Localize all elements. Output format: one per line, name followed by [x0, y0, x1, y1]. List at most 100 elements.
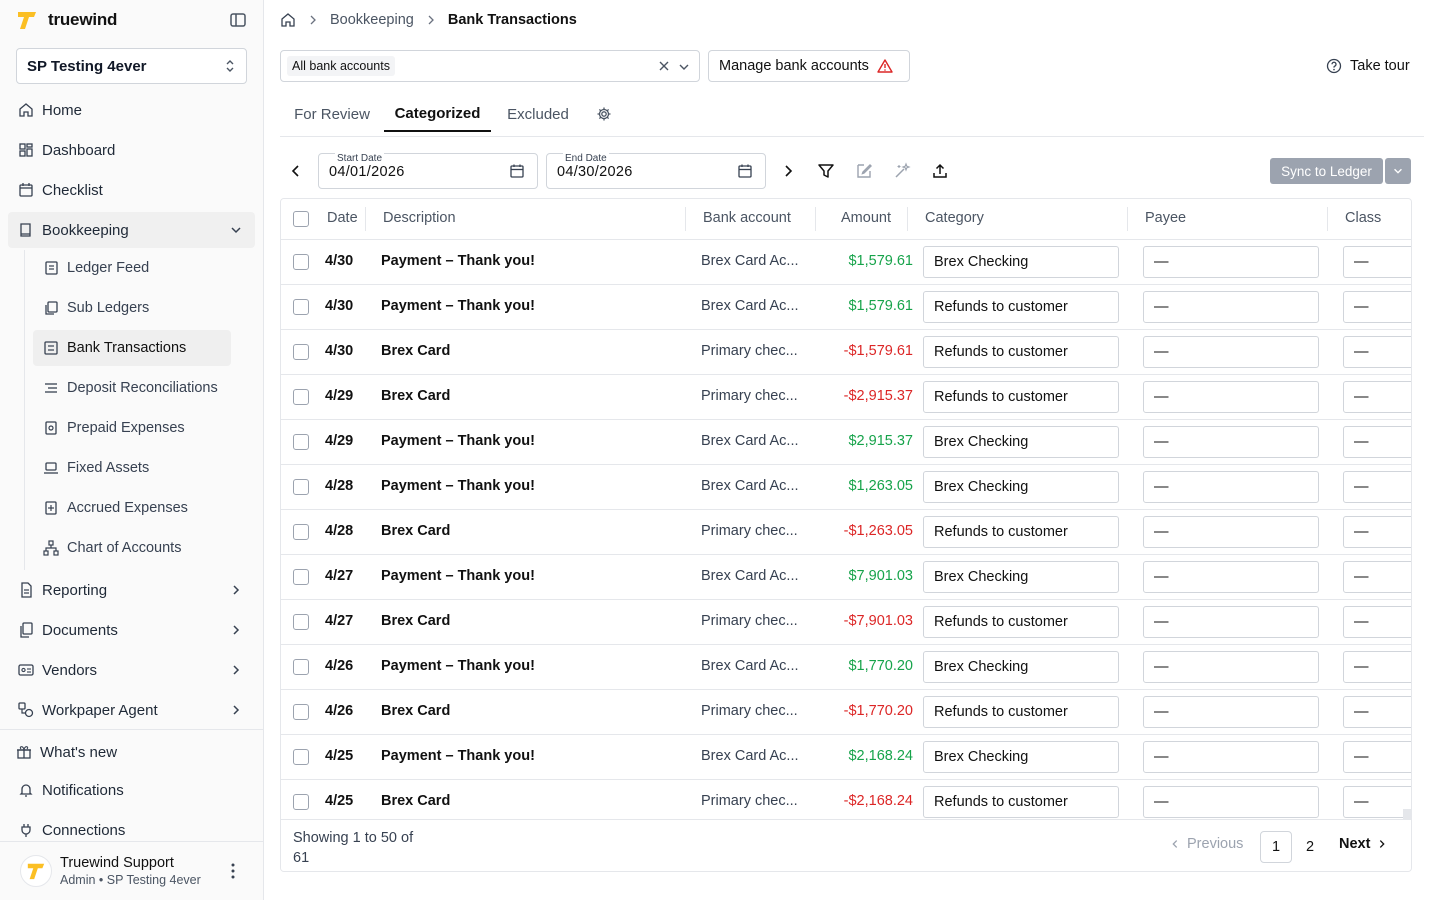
start-date-field[interactable]: Start Date 04/01/2026 — [318, 153, 538, 189]
row-payee-select[interactable]: — — [1143, 336, 1319, 368]
previous-page-button[interactable]: Previous — [1169, 836, 1243, 852]
sidebar-item-chart-of-accounts[interactable]: Chart of Accounts — [33, 530, 231, 566]
row-class-select[interactable]: — — [1343, 696, 1411, 728]
edit-icon[interactable] — [855, 162, 873, 180]
row-class-select[interactable]: — — [1343, 246, 1411, 278]
row-category-select[interactable]: Refunds to customer — [923, 606, 1119, 638]
row-category-select[interactable]: Refunds to customer — [923, 696, 1119, 728]
column-header-class[interactable]: Class — [1345, 210, 1382, 226]
nav-home[interactable]: Home — [8, 92, 255, 128]
column-header-category[interactable]: Category — [925, 210, 984, 226]
row-payee-select[interactable]: — — [1143, 786, 1319, 818]
row-class-select[interactable]: — — [1343, 516, 1411, 548]
select-all-checkbox[interactable] — [293, 211, 309, 227]
gear-icon[interactable] — [596, 106, 612, 122]
sidebar-item-accrued-expenses[interactable]: Accrued Expenses — [33, 490, 231, 526]
calendar-icon[interactable] — [509, 163, 525, 179]
column-header-date[interactable]: Date — [327, 210, 358, 226]
nav-reporting[interactable]: Reporting — [8, 572, 255, 608]
table-row[interactable]: 4/25 Brex Card Primary chec... -$2,168.24 Re… — [281, 780, 1411, 825]
row-category-select[interactable]: Brex Checking — [923, 246, 1119, 278]
row-checkbox[interactable] — [293, 434, 309, 450]
row-checkbox[interactable] — [293, 659, 309, 675]
nav-notifications[interactable]: Notifications — [8, 772, 255, 808]
nav-documents[interactable]: Documents — [8, 612, 255, 648]
row-checkbox[interactable] — [293, 704, 309, 720]
row-class-select[interactable]: — — [1343, 291, 1411, 323]
more-vertical-icon[interactable] — [227, 862, 239, 880]
scrollbar[interactable] — [1403, 809, 1411, 819]
row-payee-select[interactable]: — — [1143, 651, 1319, 683]
sync-to-ledger-button[interactable]: Sync to Ledger — [1270, 158, 1383, 184]
row-checkbox[interactable] — [293, 299, 309, 315]
row-checkbox[interactable] — [293, 389, 309, 405]
row-checkbox[interactable] — [293, 794, 309, 810]
row-category-select[interactable]: Brex Checking — [923, 561, 1119, 593]
previous-period-icon[interactable] — [287, 162, 305, 180]
row-checkbox[interactable] — [293, 749, 309, 765]
export-icon[interactable] — [931, 162, 949, 180]
home-icon[interactable] — [280, 12, 296, 28]
row-category-select[interactable]: Refunds to customer — [923, 516, 1119, 548]
sidebar-toggle-icon[interactable] — [229, 11, 247, 29]
row-category-select[interactable]: Refunds to customer — [923, 291, 1119, 323]
clear-icon[interactable] — [657, 59, 671, 73]
row-category-select[interactable]: Brex Checking — [923, 651, 1119, 683]
bank-account-select[interactable]: All bank accounts — [280, 50, 700, 82]
row-class-select[interactable]: — — [1343, 786, 1411, 818]
sidebar-item-sub-ledgers[interactable]: Sub Ledgers — [33, 290, 231, 326]
row-category-select[interactable]: Brex Checking — [923, 471, 1119, 503]
row-checkbox[interactable] — [293, 344, 309, 360]
nav-whats-new[interactable]: What's new — [6, 734, 253, 770]
breadcrumb-parent[interactable]: Bookkeeping — [330, 12, 414, 28]
row-category-select[interactable]: Brex Checking — [923, 426, 1119, 458]
row-payee-select[interactable]: — — [1143, 696, 1319, 728]
table-row[interactable]: 4/27 Payment – Thank you! Brex Card Ac... $… — [281, 555, 1411, 600]
row-checkbox[interactable] — [293, 479, 309, 495]
row-class-select[interactable]: — — [1343, 471, 1411, 503]
chevron-down-icon[interactable] — [677, 60, 691, 74]
column-header-payee[interactable]: Payee — [1145, 210, 1187, 226]
calendar-icon[interactable] — [737, 163, 753, 179]
ai-sparkle-icon[interactable] — [893, 162, 911, 180]
nav-checklist[interactable]: Checklist — [8, 172, 255, 208]
table-row[interactable]: 4/30 Brex Card Primary chec... -$1,579.61 Re… — [281, 330, 1411, 375]
column-header-description[interactable]: Description — [383, 210, 456, 226]
row-category-select[interactable]: Refunds to customer — [923, 381, 1119, 413]
row-payee-select[interactable]: — — [1143, 741, 1319, 773]
column-header-amount[interactable]: Amount — [841, 210, 891, 226]
sidebar-item-ledger-feed[interactable]: Ledger Feed — [33, 250, 231, 286]
nav-vendors[interactable]: Vendors — [8, 652, 255, 688]
table-row[interactable]: 4/28 Brex Card Primary chec... -$1,263.05 Re… — [281, 510, 1411, 555]
row-class-select[interactable]: — — [1343, 381, 1411, 413]
sidebar-item-bank-transactions[interactable]: Bank Transactions — [33, 330, 231, 366]
row-payee-select[interactable]: — — [1143, 291, 1319, 323]
row-category-select[interactable]: Refunds to customer — [923, 786, 1119, 818]
row-class-select[interactable]: — — [1343, 741, 1411, 773]
row-checkbox[interactable] — [293, 569, 309, 585]
filter-icon[interactable] — [817, 162, 835, 180]
take-tour-button[interactable]: Take tour — [1326, 54, 1410, 78]
row-payee-select[interactable]: — — [1143, 606, 1319, 638]
table-row[interactable]: 4/27 Brex Card Primary chec... -$7,901.03 Re… — [281, 600, 1411, 645]
sync-options-button[interactable] — [1385, 158, 1411, 184]
nav-dashboard[interactable]: Dashboard — [8, 132, 255, 168]
row-payee-select[interactable]: — — [1143, 381, 1319, 413]
nav-bookkeeping[interactable]: Bookkeeping — [8, 212, 255, 248]
table-row[interactable]: 4/26 Payment – Thank you! Brex Card Ac... $… — [281, 645, 1411, 690]
table-row[interactable]: 4/30 Payment – Thank you! Brex Card Ac... $… — [281, 240, 1411, 285]
manage-bank-accounts-button[interactable]: Manage bank accounts — [708, 50, 910, 82]
row-category-select[interactable]: Brex Checking — [923, 741, 1119, 773]
table-row[interactable]: 4/29 Brex Card Primary chec... -$2,915.37 Re… — [281, 375, 1411, 420]
brand[interactable]: truewind — [16, 8, 117, 32]
column-header-bank-account[interactable]: Bank account — [703, 210, 791, 226]
row-class-select[interactable]: — — [1343, 606, 1411, 638]
tab-for-review[interactable]: For Review — [294, 105, 370, 123]
next-page-button[interactable]: Next — [1339, 836, 1388, 852]
nav-workpaper-agent[interactable]: Workpaper Agent — [8, 692, 255, 728]
row-class-select[interactable]: — — [1343, 336, 1411, 368]
next-period-icon[interactable] — [779, 162, 797, 180]
row-payee-select[interactable]: — — [1143, 516, 1319, 548]
org-select[interactable]: SP Testing 4ever — [16, 48, 247, 84]
row-category-select[interactable]: Refunds to customer — [923, 336, 1119, 368]
